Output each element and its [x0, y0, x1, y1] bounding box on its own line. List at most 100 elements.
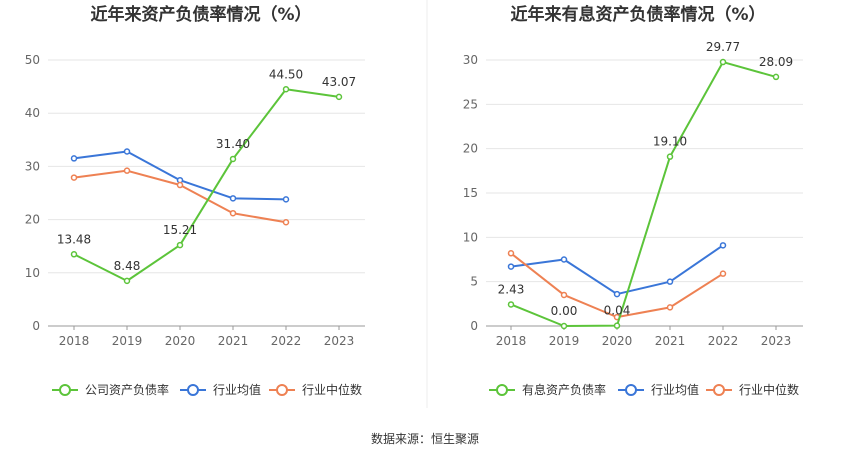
x-tick-label: 2022 — [708, 334, 739, 348]
data-point — [666, 153, 674, 160]
data-point — [335, 93, 343, 101]
x-tick-label: 2018 — [496, 334, 527, 348]
data-point — [560, 291, 568, 299]
data-point — [507, 301, 515, 308]
legend-item-2[interactable]: 行业中位数 — [706, 382, 799, 397]
data-point — [123, 277, 131, 285]
data-label: 44.50 — [269, 67, 303, 81]
data-label: 0.04 — [604, 304, 631, 318]
data-point — [229, 209, 237, 217]
legend-marker-icon — [496, 384, 508, 396]
y-axis-ticks: 0 10 20 30 40 50 — [25, 53, 40, 333]
legend-item-1[interactable]: 行业均值 — [180, 382, 261, 397]
legend: 公司资产负债率 行业均值 行业中位数 — [52, 382, 362, 397]
legend-item-2[interactable]: 行业中位数 — [269, 382, 362, 397]
y-tick-label: 30 — [463, 53, 478, 67]
x-tick-label: 2020 — [602, 334, 633, 348]
data-point — [666, 278, 674, 285]
x-tick-label: 2023 — [324, 334, 355, 348]
data-labels: 13.48 8.48 15.21 31.40 44.50 43.07 — [57, 67, 356, 273]
data-point — [282, 196, 290, 203]
data-point — [176, 181, 184, 189]
data-label: 15.21 — [163, 223, 197, 237]
interest-bearing-debt-ratio-chart: 近年来有息资产负债率情况（%） 0 5 10 15 20 25 30 2018 2019 202… — [463, 4, 803, 397]
legend-item-1[interactable]: 行业均值 — [618, 382, 699, 397]
legend-marker-icon — [276, 384, 288, 396]
y-tick-label: 40 — [25, 106, 40, 120]
data-source: 数据来源：恒生聚源 — [371, 431, 479, 446]
data-point — [613, 290, 621, 298]
legend-marker-icon — [59, 384, 71, 396]
legend-label: 行业均值 — [213, 382, 261, 397]
x-axis-ticks: 2018 2019 2020 2021 2022 2023 — [496, 326, 791, 348]
y-tick-label: 10 — [463, 230, 478, 244]
series-line-0 — [510, 61, 777, 327]
data-point — [70, 174, 78, 181]
y-tick-label: 0 — [470, 319, 478, 333]
legend-item-0[interactable]: 公司资产负债率 — [52, 382, 169, 397]
y-tick-label: 10 — [25, 266, 40, 280]
series-line-0 — [73, 88, 340, 282]
x-tick-label: 2019 — [549, 334, 580, 348]
data-label: 8.48 — [114, 259, 141, 273]
data-point — [719, 242, 727, 249]
data-label: 28.09 — [759, 55, 793, 69]
x-tick-label: 2020 — [165, 334, 196, 348]
data-point — [666, 304, 674, 311]
data-point — [719, 58, 727, 66]
data-point — [229, 195, 237, 202]
data-label: 2.43 — [498, 282, 525, 296]
data-label: 19.10 — [653, 135, 687, 149]
x-tick-label: 2019 — [112, 334, 143, 348]
x-axis-ticks: 2018 2019 2020 2021 2022 2023 — [59, 326, 355, 348]
data-label: 0.00 — [551, 304, 578, 318]
data-point — [176, 241, 184, 249]
y-tick-label: 0 — [32, 319, 40, 333]
legend-label: 行业中位数 — [302, 382, 362, 397]
data-point — [772, 73, 780, 81]
x-tick-label: 2018 — [59, 334, 90, 348]
legend-label: 有息资产负债率 — [522, 382, 606, 397]
chart-title: 近年来资产负债率情况（%） — [90, 4, 311, 25]
data-point — [560, 322, 568, 330]
legend-marker-icon — [713, 384, 725, 396]
data-point — [70, 155, 78, 162]
chart-title: 近年来有息资产负债率情况（%） — [510, 4, 765, 25]
data-point — [123, 148, 131, 155]
legend-marker-icon — [187, 384, 199, 396]
data-point — [613, 322, 621, 329]
data-labels: 2.43 0.00 0.04 19.10 29.77 28.09 — [498, 40, 794, 318]
y-axis-ticks: 0 5 10 15 20 25 30 — [463, 53, 478, 333]
y-tick-label: 25 — [463, 97, 478, 111]
data-point — [70, 251, 78, 258]
grid-lines — [48, 59, 365, 327]
data-label: 43.07 — [322, 75, 356, 89]
data-label: 31.40 — [216, 137, 250, 151]
data-point — [507, 250, 515, 257]
y-tick-label: 50 — [25, 53, 40, 67]
data-label: 29.77 — [706, 40, 740, 54]
data-point — [282, 219, 290, 226]
series-line-1 — [73, 150, 287, 201]
series-lines — [507, 58, 780, 330]
y-tick-label: 5 — [470, 275, 478, 289]
x-tick-label: 2021 — [218, 334, 249, 348]
x-tick-label: 2021 — [655, 334, 686, 348]
series-line-1 — [510, 244, 724, 296]
series-lines — [70, 86, 343, 285]
y-tick-label: 20 — [463, 142, 478, 156]
data-point — [282, 86, 290, 93]
legend-marker-icon — [625, 384, 637, 396]
legend: 有息资产负债率 行业均值 行业中位数 — [489, 382, 799, 397]
data-point — [560, 256, 568, 263]
data-point — [229, 155, 237, 163]
grid-lines — [486, 59, 803, 327]
legend-label: 行业均值 — [651, 382, 699, 397]
x-tick-label: 2022 — [271, 334, 302, 348]
legend-label: 行业中位数 — [739, 382, 799, 397]
y-tick-label: 20 — [25, 213, 40, 227]
legend-item-0[interactable]: 有息资产负债率 — [489, 382, 606, 397]
y-tick-label: 15 — [463, 186, 478, 200]
